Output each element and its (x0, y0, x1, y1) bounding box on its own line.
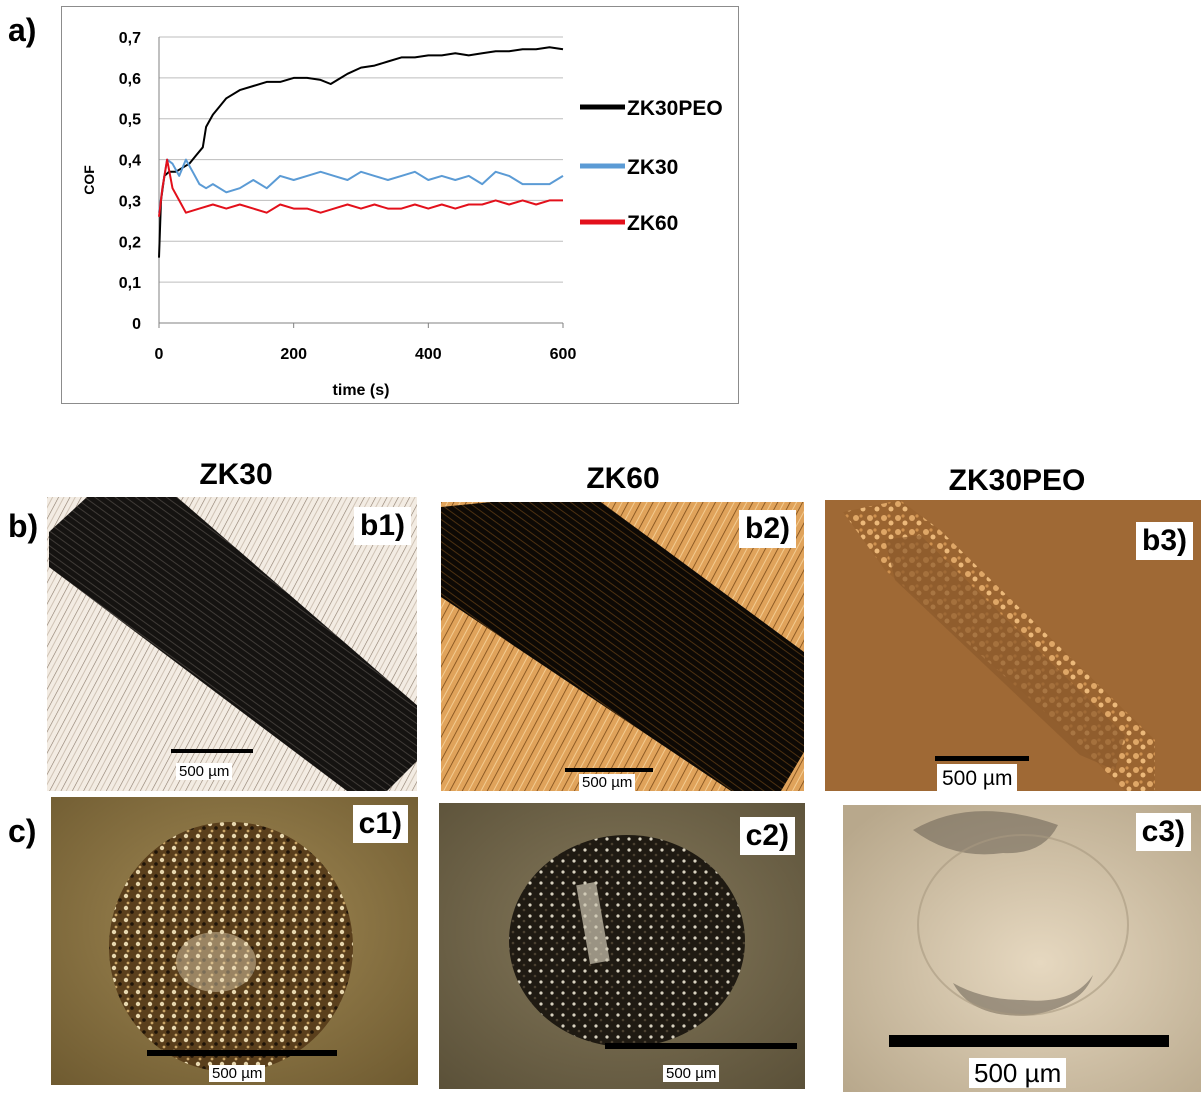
x-tick-label: 400 (415, 346, 442, 363)
figure-label-b: b) (8, 508, 39, 544)
x-tick-label: 200 (280, 346, 307, 363)
column-title-zk60: ZK60 (586, 462, 660, 495)
panel-label-b3: b3) (1136, 522, 1193, 560)
scale-bar-c1 (147, 1050, 337, 1056)
cof-chart-frame: 0 0,1 0,2 0,3 0,4 0,5 0,6 0,7 0 200 400 600 time (s)… (61, 6, 739, 404)
panel-label-b2: b2) (739, 510, 796, 548)
micrograph-c2: c2) 500 µm (439, 803, 805, 1089)
y-tick-label: 0,6 (119, 71, 141, 88)
y-tick-label: 0,5 (119, 112, 141, 129)
panel-label-c2: c2) (739, 817, 795, 855)
y-tick-label: 0 (132, 316, 141, 333)
scale-bar-c2 (605, 1043, 797, 1049)
column-title-zk30: ZK30 (199, 458, 273, 491)
column-title-zk30peo: ZK30PEO (948, 464, 1086, 497)
scale-text-b1: 500 µm (176, 763, 233, 780)
x-axis-title: time (s) (333, 382, 390, 399)
scale-text-b3: 500 µm (937, 764, 1018, 791)
legend-label-zk60: ZK60 (627, 212, 678, 235)
micrograph-c1: c1) 500 µm (51, 797, 418, 1085)
cof-chart: 0 0,1 0,2 0,3 0,4 0,5 0,6 0,7 0 200 400 600 time (s)… (81, 30, 723, 399)
micrograph-b1: b1) 500 µm (47, 497, 417, 791)
x-tick-label: 0 (155, 346, 164, 363)
figure-label-c: c) (8, 813, 37, 849)
series-line-zk30peo (158, 46, 564, 258)
wear-track-image-b2 (441, 502, 804, 791)
scale-bar-b2 (565, 768, 653, 772)
y-tick-label: 0,1 (119, 275, 141, 292)
figure-label-a: a) (8, 12, 37, 48)
wear-track-image-b1 (47, 497, 417, 791)
scale-bar-b1 (171, 749, 253, 753)
panel-label-b1: b1) (354, 507, 411, 545)
y-tick-label: 0,3 (119, 193, 141, 210)
scale-bar-c3 (889, 1035, 1169, 1047)
series-line-zk60 (158, 158, 563, 217)
x-tick-label: 600 (550, 346, 577, 363)
scale-text-c3: 500 µm (969, 1058, 1067, 1088)
micrograph-b2: b2) 500 µm (441, 502, 804, 791)
y-tick-label: 0,4 (119, 153, 141, 170)
y-tick-label: 0,7 (119, 30, 141, 47)
micrograph-b3: b3) 500 µm (825, 500, 1201, 791)
wear-scar-image-c1 (51, 797, 418, 1085)
scale-text-b2: 500 µm (579, 774, 636, 791)
y-axis-title: COF (81, 165, 97, 195)
wear-scar-image-c2 (439, 803, 805, 1089)
legend-label-zk30peo: ZK30PEO (627, 97, 723, 120)
panel-label-c3: c3) (1135, 813, 1191, 851)
scale-text-c2: 500 µm (663, 1065, 720, 1082)
scale-text-c1: 500 µm (209, 1065, 266, 1082)
legend-label-zk30: ZK30 (627, 156, 678, 179)
series-line-zk30 (158, 158, 564, 213)
panel-label-c1: c1) (352, 805, 408, 843)
y-tick-label: 0,2 (119, 234, 141, 251)
scale-bar-b3 (935, 756, 1029, 761)
micrograph-c3: c3) 500 µm (843, 805, 1201, 1092)
